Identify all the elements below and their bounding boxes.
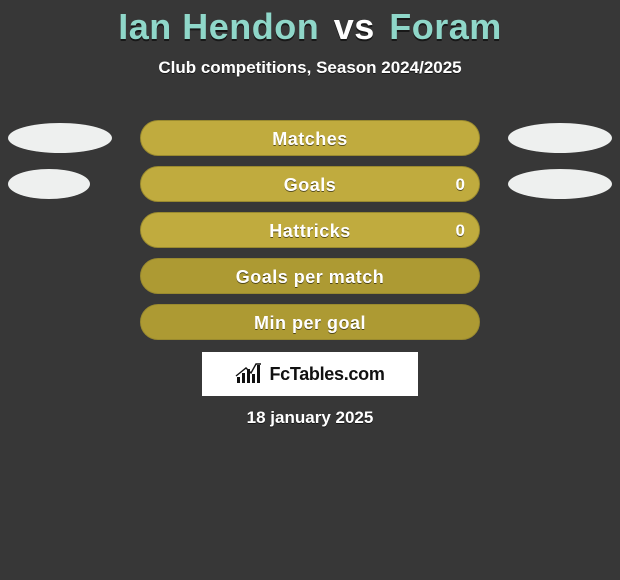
stat-row: Hattricks0 <box>0 210 620 256</box>
stat-row: Matches <box>0 118 620 164</box>
date-label: 18 january 2025 <box>0 408 620 428</box>
stat-row: Goals per match <box>0 256 620 302</box>
stat-value-right: 0 <box>456 213 465 249</box>
stat-row: Min per goal <box>0 302 620 348</box>
player2-oval <box>508 123 612 153</box>
stat-label: Hattricks <box>141 213 479 249</box>
stat-bar: Min per goal <box>140 304 480 340</box>
stat-row: Goals0 <box>0 164 620 210</box>
subtitle: Club competitions, Season 2024/2025 <box>0 58 620 78</box>
player2-oval <box>508 169 612 199</box>
stat-bar: Goals0 <box>140 166 480 202</box>
barchart-icon <box>235 363 263 385</box>
title-player1: Ian Hendon <box>118 6 319 47</box>
logo-text: FcTables.com <box>269 364 384 385</box>
stat-label: Goals <box>141 167 479 203</box>
logo-box: FcTables.com <box>202 352 418 396</box>
stat-label: Matches <box>141 121 479 157</box>
stat-label: Min per goal <box>141 305 479 341</box>
stat-label: Goals per match <box>141 259 479 295</box>
stat-bar: Goals per match <box>140 258 480 294</box>
stat-rows: MatchesGoals0Hattricks0Goals per matchMi… <box>0 118 620 348</box>
page-title: Ian Hendon vs Foram <box>0 0 620 48</box>
player1-oval <box>8 169 90 199</box>
title-vs: vs <box>334 6 375 47</box>
stat-value-right: 0 <box>456 167 465 203</box>
title-player2: Foram <box>389 6 502 47</box>
player1-oval <box>8 123 112 153</box>
comparison-canvas: Ian Hendon vs Foram Club competitions, S… <box>0 0 620 580</box>
stat-bar: Matches <box>140 120 480 156</box>
barchart-icon-bars <box>236 364 261 383</box>
stat-bar: Hattricks0 <box>140 212 480 248</box>
